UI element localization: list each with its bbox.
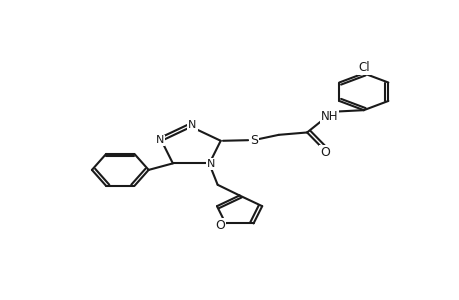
Text: N: N [188, 120, 196, 130]
Text: O: O [215, 219, 224, 232]
Text: N: N [155, 136, 163, 146]
Text: N: N [207, 159, 215, 169]
Text: S: S [249, 134, 257, 147]
Text: O: O [320, 146, 330, 160]
Text: Cl: Cl [357, 61, 369, 74]
Text: NH: NH [320, 110, 337, 123]
